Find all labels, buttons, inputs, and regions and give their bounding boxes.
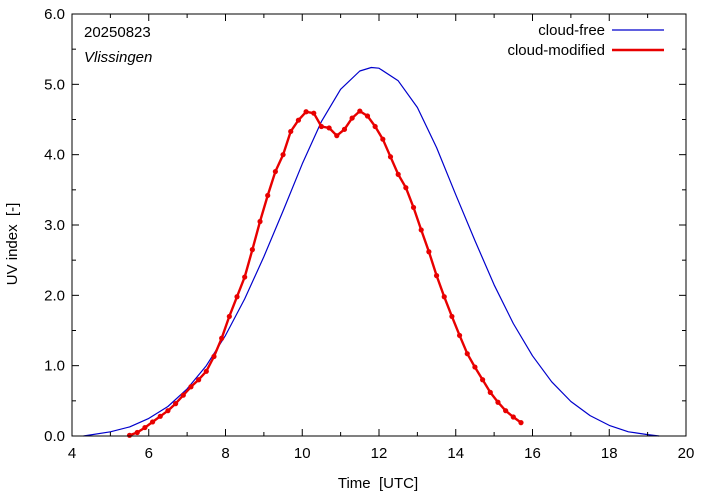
series-point-cloud-modified-1 <box>134 429 140 436</box>
series-point-cloud-modified-18 <box>265 192 271 199</box>
series-point-cloud-modified-23 <box>303 109 309 115</box>
series-point-cloud-modified-9 <box>196 377 202 383</box>
series-point-cloud-modified-38 <box>418 227 424 233</box>
series-point-cloud-modified-43 <box>456 332 463 339</box>
series-point-cloud-modified-21 <box>288 128 294 135</box>
series-point-cloud-modified-5 <box>165 408 171 414</box>
y-tick-label-1: 1.0 <box>44 358 65 375</box>
series-point-cloud-modified-45 <box>472 364 478 370</box>
series-point-cloud-modified-3 <box>149 419 156 425</box>
series-point-cloud-modified-48 <box>495 399 501 405</box>
date-annotation: 20250823 <box>84 24 151 41</box>
series-point-cloud-modified-31 <box>364 113 371 119</box>
series-point-cloud-modified-34 <box>387 154 394 160</box>
series-point-cloud-modified-26 <box>326 125 332 131</box>
y-tick-label-4: 4.0 <box>44 147 65 164</box>
series-point-cloud-modified-29 <box>349 115 355 121</box>
series-point-cloud-modified-27 <box>334 133 340 139</box>
series-point-cloud-modified-12 <box>219 335 225 341</box>
series-point-cloud-modified-44 <box>464 351 470 357</box>
series-point-cloud-modified-36 <box>403 185 409 191</box>
series-point-cloud-modified-41 <box>441 294 447 300</box>
series-point-cloud-modified-6 <box>173 401 179 407</box>
series-point-cloud-modified-25 <box>318 123 325 130</box>
series-point-cloud-modified-7 <box>180 392 186 398</box>
y-tick-label-2: 2.0 <box>44 287 65 304</box>
series-point-cloud-modified-16 <box>249 247 255 253</box>
x-tick-label-7: 18 <box>601 445 618 462</box>
series-point-cloud-modified-13 <box>226 313 232 320</box>
series-point-cloud-modified-42 <box>449 313 455 320</box>
series-point-cloud-modified-4 <box>157 413 163 419</box>
series-point-cloud-modified-30 <box>357 108 363 114</box>
x-tick-label-0: 4 <box>68 445 76 462</box>
y-tick-label-0: 0.0 <box>44 428 65 445</box>
series-line-cloud-modified <box>129 109 522 437</box>
x-axis-label: Time [UTC] <box>338 475 418 492</box>
y-tick-label-5: 5.0 <box>44 76 65 93</box>
series-point-cloud-modified-50 <box>510 414 516 420</box>
series-point-cloud-modified-24 <box>311 110 317 116</box>
series-point-cloud-modified-28 <box>341 126 348 132</box>
series-point-cloud-modified-35 <box>395 171 401 177</box>
plot-frame <box>71 13 687 437</box>
series-point-cloud-modified-37 <box>410 204 417 211</box>
x-tick-label-8: 20 <box>678 445 695 462</box>
x-tick-label-4: 12 <box>371 445 388 462</box>
x-tick-label-2: 8 <box>221 445 229 462</box>
series-layer <box>83 66 660 438</box>
series-point-cloud-modified-2 <box>142 424 148 431</box>
series-point-cloud-modified-19 <box>272 168 278 175</box>
series-point-cloud-modified-32 <box>372 123 378 130</box>
x-tick-label-5: 14 <box>447 445 464 462</box>
axes-layer: 4 6 8 10 12 14 16 18 20 0.0 1.0 2.0 3.0 4.0 5.0 6.0 <box>44 6 694 462</box>
series-point-cloud-modified-10 <box>203 368 209 374</box>
legend: cloud-free cloud-modified <box>507 22 664 59</box>
series-point-cloud-modified-49 <box>503 408 509 414</box>
y-axis-label: UV index [-] <box>4 203 21 286</box>
legend-label-cloud-modified: cloud-modified <box>507 42 605 59</box>
series-point-cloud-modified-14 <box>234 294 240 300</box>
x-tick-label-3: 10 <box>294 445 311 462</box>
series-point-cloud-modified-22 <box>295 117 302 123</box>
series-point-cloud-modified-17 <box>257 218 263 225</box>
y-tick-label-6: 6.0 <box>44 6 65 23</box>
y-tick-label-3: 3.0 <box>44 217 65 234</box>
series-point-cloud-modified-8 <box>188 384 194 390</box>
x-tick-label-1: 6 <box>145 445 153 462</box>
x-tick-label-6: 16 <box>524 445 541 462</box>
series-point-cloud-modified-33 <box>380 136 386 142</box>
location-annotation: Vlissingen <box>84 49 152 66</box>
series-point-cloud-modified-51 <box>518 420 524 426</box>
series-point-cloud-modified-46 <box>480 377 486 383</box>
series-point-cloud-modified-40 <box>433 273 440 279</box>
series-point-cloud-modified-0 <box>126 432 133 438</box>
legend-label-cloud-free: cloud-free <box>538 22 605 39</box>
series-point-cloud-modified-47 <box>487 389 493 395</box>
series-point-cloud-modified-11 <box>211 353 217 360</box>
series-point-cloud-modified-15 <box>242 274 248 280</box>
series-point-cloud-modified-39 <box>426 249 432 255</box>
series-point-cloud-modified-20 <box>280 152 286 158</box>
